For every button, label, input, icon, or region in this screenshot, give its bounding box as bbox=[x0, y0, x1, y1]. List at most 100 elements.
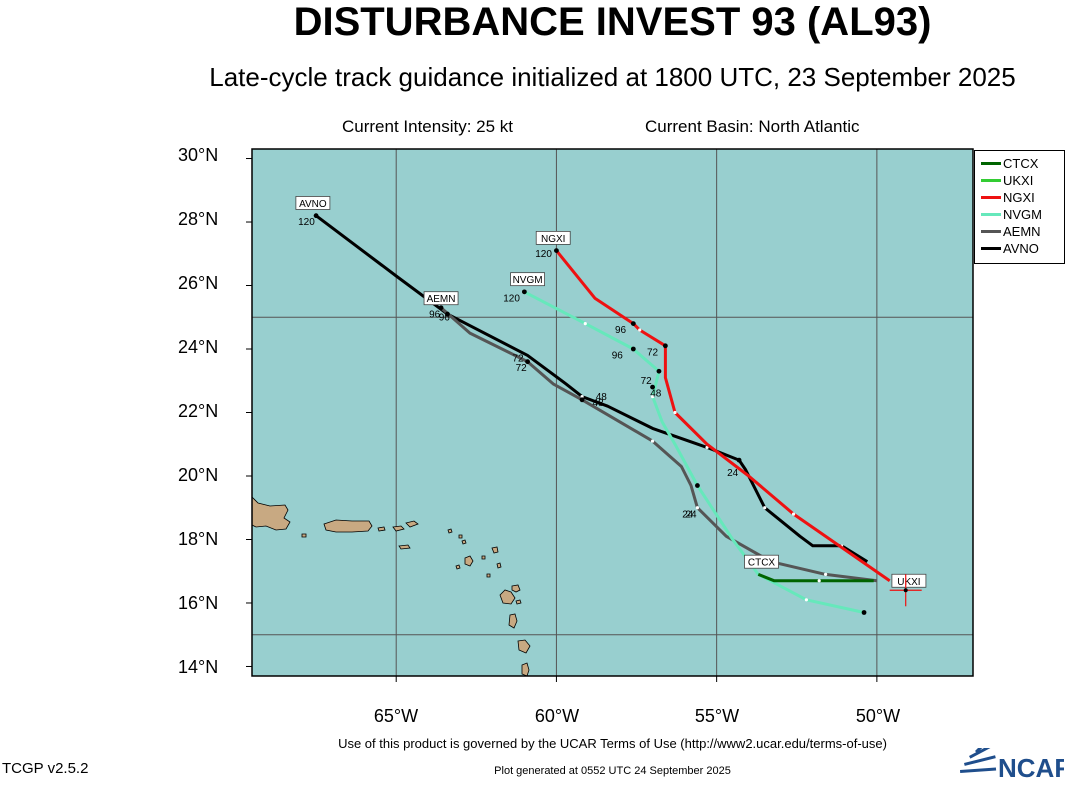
track-markers: 7296120244872961202448729624487296120CTC… bbox=[295, 196, 927, 615]
current-intensity: Current Intensity: 25 kt bbox=[342, 117, 514, 136]
island-puerto-rico bbox=[323, 519, 373, 533]
track-avno bbox=[315, 214, 869, 563]
model-tag-aemn: AEMN bbox=[423, 291, 459, 306]
island-st-lucia bbox=[521, 662, 530, 677]
hour-label-avno: 120 bbox=[298, 217, 315, 228]
island-small-4 bbox=[398, 544, 411, 550]
model-tag-text: NVGM bbox=[513, 275, 543, 286]
model-tag-box bbox=[510, 272, 545, 287]
hour-label-aemn: 72 bbox=[516, 363, 528, 374]
track-tick-ngxi bbox=[673, 410, 677, 415]
legend-label-nvgm: NVGM bbox=[1003, 206, 1042, 222]
legend-swatch-ngxi bbox=[981, 195, 1001, 199]
model-tag-ngxi: NGXI bbox=[535, 230, 571, 245]
hour-label-ngxi: 72 bbox=[647, 347, 659, 358]
lat-tick-18: 18°N bbox=[178, 529, 219, 549]
lon-tick-55: 55°W bbox=[694, 706, 740, 726]
lat-tick-22: 22°N bbox=[178, 401, 219, 421]
terms-of-use: Use of this product is governed by the U… bbox=[338, 736, 887, 751]
hour-label-aemn: 96 bbox=[439, 312, 451, 323]
hour-label-avno: 72 bbox=[512, 354, 524, 365]
forecast-point-aemn bbox=[438, 305, 444, 311]
current-position-dot bbox=[903, 588, 908, 593]
forecast-point-nvgm bbox=[861, 610, 867, 615]
legend-item-nvgm: NVGM bbox=[981, 206, 1042, 222]
model-tag-ukxi: UKXI bbox=[891, 573, 927, 588]
track-tick-ctcx bbox=[817, 579, 821, 583]
forecast-point-avno bbox=[736, 457, 742, 463]
legend-swatch-ukxi bbox=[981, 178, 1001, 182]
island-dominica bbox=[508, 613, 518, 629]
model-tag-ctcx: CTCX bbox=[744, 554, 779, 569]
island-small-1 bbox=[377, 526, 386, 532]
forecast-point-nvgm bbox=[656, 368, 662, 374]
island-small-13 bbox=[491, 546, 499, 554]
legend-label-ngxi: NGXI bbox=[1003, 189, 1035, 205]
track-ngxi bbox=[555, 249, 891, 583]
lat-tick-16: 16°N bbox=[178, 593, 219, 613]
track-tick-avno bbox=[580, 395, 584, 399]
island-small-10 bbox=[455, 564, 461, 570]
model-tag-text: CTCX bbox=[748, 558, 776, 569]
plot-frame bbox=[251, 148, 974, 677]
ncar-logo-mark: NCAR bbox=[959, 735, 1065, 783]
hour-label-ngxi: 96 bbox=[615, 325, 627, 336]
legend-swatch-nvgm bbox=[981, 212, 1001, 216]
legend-item-ctcx: CTCX bbox=[981, 155, 1038, 171]
island-small-9 bbox=[464, 555, 474, 567]
legend-item-ngxi: NGXI bbox=[981, 189, 1035, 205]
legend-swatch-aemn bbox=[981, 229, 1001, 233]
hour-label-nvgm: 24 bbox=[682, 509, 694, 520]
current-position-marker bbox=[889, 574, 922, 607]
grid-lines bbox=[246, 149, 973, 682]
forecast-point-nvgm bbox=[630, 346, 636, 352]
model-tag-box bbox=[891, 573, 927, 588]
island-guadeloupe bbox=[499, 589, 516, 605]
forecast-point-nvgm bbox=[695, 483, 700, 488]
legend-item-ukxi: UKXI bbox=[981, 172, 1033, 188]
legend-item-aemn: AEMN bbox=[981, 223, 1041, 239]
track-tick-avno bbox=[763, 506, 767, 510]
forecast-point-avno bbox=[313, 213, 319, 219]
lat-tick-28: 28°N bbox=[178, 209, 219, 229]
track-tick-avno bbox=[705, 445, 709, 450]
hour-label-ngxi: 120 bbox=[535, 249, 552, 260]
track-tick-nvgm bbox=[583, 322, 587, 326]
track-ctcx bbox=[757, 573, 874, 583]
lat-tick-20: 20°N bbox=[178, 465, 219, 485]
model-tag-text: AEMN bbox=[427, 294, 456, 305]
legend-label-ukxi: UKXI bbox=[1003, 172, 1034, 188]
track-tick-ngxi bbox=[638, 328, 642, 332]
island-small-3 bbox=[405, 520, 419, 528]
model-tag-box bbox=[423, 291, 459, 306]
current-basin: Current Basin: North Atlantic bbox=[645, 117, 860, 136]
track-tick-avno bbox=[445, 312, 450, 316]
page-title: DISTURBANCE INVEST 93 (AL93) bbox=[293, 0, 932, 44]
forecast-point-ngxi bbox=[630, 321, 636, 327]
lat-tick-30: 30°N bbox=[178, 145, 219, 165]
legend-label-aemn: AEMN bbox=[1003, 223, 1041, 239]
island-small-8 bbox=[461, 539, 467, 545]
legend: CTCX UKXI NGXI NVGM AEMN AVNO bbox=[974, 150, 1065, 264]
track-tick-aemn bbox=[650, 439, 655, 443]
ncar-logo: NCAR bbox=[958, 735, 1065, 783]
forecast-point-ngxi bbox=[662, 343, 668, 349]
track-tick-aemn bbox=[695, 506, 700, 510]
island-small-16 bbox=[515, 599, 522, 605]
track-tick-ngxi bbox=[554, 248, 559, 253]
hour-label-nvgm: 96 bbox=[612, 351, 624, 362]
hour-label-nvgm: 48 bbox=[650, 389, 662, 400]
model-tag-text: AVNO bbox=[299, 199, 327, 210]
hour-label-nvgm: 120 bbox=[503, 293, 520, 304]
track-tick-nvgm bbox=[695, 483, 700, 488]
model-tag-text: UKXI bbox=[897, 577, 920, 588]
hour-label-nvgm: 72 bbox=[641, 376, 653, 387]
island-small-7 bbox=[458, 534, 463, 539]
hour-label-avno: 96 bbox=[429, 309, 441, 320]
forecast-point-aemn bbox=[579, 397, 585, 403]
forecast-point-nvgm bbox=[650, 384, 655, 390]
legend-label-avno: AVNO bbox=[1003, 240, 1039, 256]
model-tag-box bbox=[295, 196, 331, 210]
logo-fan-icon bbox=[959, 735, 997, 773]
